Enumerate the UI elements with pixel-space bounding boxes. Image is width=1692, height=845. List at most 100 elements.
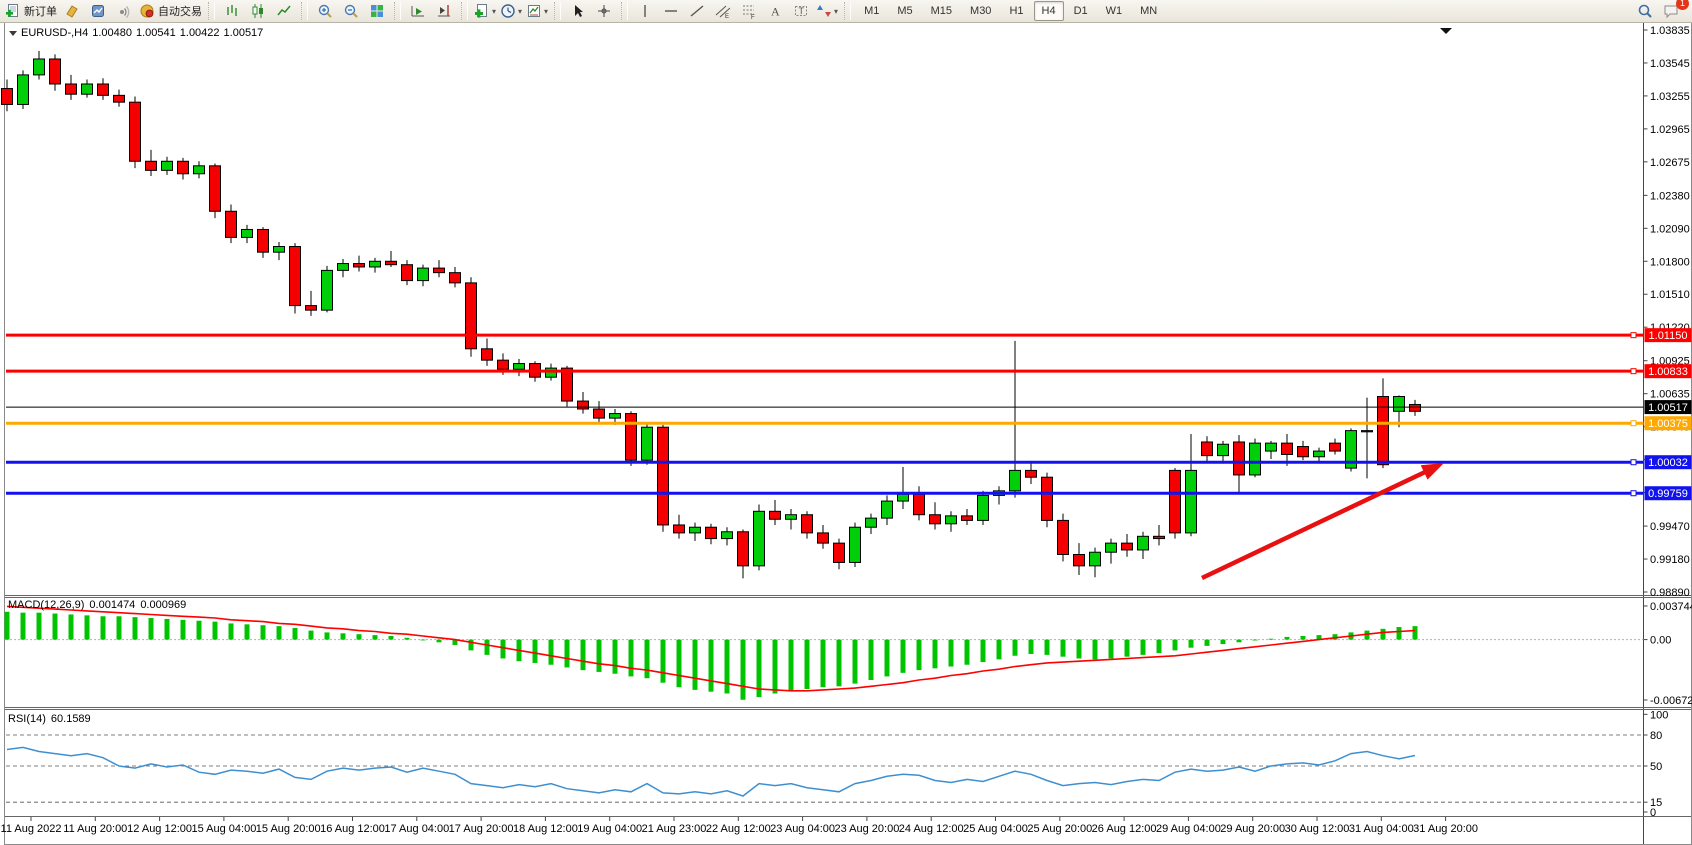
candle-bull — [81, 83, 93, 95]
macd-histogram-bar — [116, 616, 122, 640]
notifications-button[interactable]: 1 — [1658, 0, 1689, 22]
new-order-button[interactable]: 新订单 — [3, 0, 59, 22]
macd-histogram-bar — [996, 639, 1002, 660]
candle-bear — [593, 408, 605, 419]
macd-histogram-bar — [148, 618, 154, 640]
chevron-down-icon[interactable]: ▾ — [518, 6, 523, 16]
macd-axis[interactable]: 0.003744 0.00 -0.006723 — [1643, 601, 1692, 707]
price-tick-label: 1.02380 — [1650, 190, 1690, 202]
chart-shift-marker-icon[interactable] — [1440, 28, 1452, 34]
candle-bear — [225, 210, 237, 238]
open-chart-button[interactable] — [85, 0, 111, 22]
rsi-indicator-label: RSI(14) 60.1589 — [8, 713, 91, 725]
time-tick-label: 24 Aug 12:00 — [899, 823, 964, 835]
candle-chart-button[interactable] — [245, 0, 271, 22]
time-tick-label: 11 Aug 2022 — [1, 823, 62, 835]
time-axis[interactable]: 11 Aug 2022 11 Aug 20:00 12 Aug 12:00 15 Au… — [1, 817, 1479, 835]
chevron-down-icon[interactable]: ▾ — [544, 6, 549, 16]
line-handle[interactable] — [1630, 332, 1637, 339]
price-badges: 1.01150 1.00833 1.00517 1.00375 1.00032 0.997… — [1644, 328, 1692, 501]
timeframe-m1-button[interactable]: M1 — [864, 5, 880, 17]
macd-histogram-bar — [4, 611, 10, 640]
chevron-down-icon[interactable]: ▾ — [492, 6, 497, 16]
chart-shift-button[interactable] — [431, 0, 457, 22]
search-button[interactable] — [1632, 0, 1658, 22]
vertical-line-button[interactable] — [632, 0, 658, 22]
templates-button[interactable]: ▾ — [524, 0, 550, 22]
equidistant-channel-button[interactable]: E — [710, 0, 736, 22]
bar-chart-button[interactable] — [219, 0, 245, 22]
timeframe-m15-button[interactable]: M15 — [930, 5, 953, 17]
macd-histogram-bar — [308, 630, 314, 640]
timeframe-m5-button[interactable]: M5 — [897, 5, 913, 17]
text-button[interactable]: A — [762, 0, 788, 22]
zoom-out-button[interactable] — [338, 0, 364, 22]
macd-histogram-bar — [484, 639, 490, 655]
trendline-button[interactable] — [684, 0, 710, 22]
timeframe-mn-button[interactable]: MN — [1140, 5, 1158, 17]
timeframe-h1-button[interactable]: H1 — [1009, 5, 1024, 17]
rsi-axis[interactable]: 100 80 50 150 — [1643, 709, 1669, 819]
price-badge — [1644, 455, 1692, 470]
tile-windows-button[interactable] — [364, 0, 390, 22]
price-tick-label: 1.02965 — [1650, 124, 1690, 136]
chart-low: 1.00422 — [179, 27, 220, 39]
candle-bear — [913, 493, 925, 516]
timeframe-w1-button[interactable]: W1 — [1105, 5, 1123, 17]
macd-histogram-bar — [356, 634, 362, 640]
macd-histogram-bar — [804, 639, 810, 689]
mql-editor-button[interactable] — [59, 0, 85, 22]
line-handle[interactable] — [1630, 490, 1637, 497]
candle-bear — [577, 400, 589, 410]
crosshair-button[interactable] — [591, 0, 617, 22]
timeframe-d1-button[interactable]: D1 — [1073, 5, 1088, 17]
chart-window-frame — [4, 22, 1692, 845]
candle-bull — [865, 517, 877, 528]
time-tick-label: 18 Aug 12:00 — [513, 823, 578, 835]
line-handle[interactable] — [1630, 368, 1637, 375]
zoom-in-button[interactable] — [312, 0, 338, 22]
signals-button[interactable] — [111, 0, 137, 22]
channel-icon: E — [715, 3, 731, 19]
candle-bull — [1265, 442, 1277, 452]
candle-bear — [769, 510, 781, 520]
toolbar-group — [402, 0, 460, 22]
chevron-down-icon[interactable]: ▾ — [834, 6, 839, 16]
cursor-button[interactable] — [565, 0, 591, 22]
indicators-icon — [474, 3, 490, 19]
timeframe-m30-button[interactable]: M30 — [970, 5, 992, 17]
candle-bear — [1409, 403, 1421, 412]
line-handle[interactable] — [1630, 420, 1637, 427]
candle-bear — [401, 264, 413, 282]
candle-bull — [1393, 396, 1405, 412]
timeframe-h4-button[interactable]: H4 — [1033, 1, 1064, 21]
macd-histogram-bar — [500, 639, 506, 659]
horizontal-line-button[interactable] — [658, 0, 684, 22]
chart-app-icon — [90, 3, 106, 19]
signal-icon — [116, 3, 132, 19]
auto-scroll-button[interactable] — [405, 0, 431, 22]
toolbar-group: 新订单 自动交易 — [0, 0, 207, 22]
macd-histogram-bar — [1156, 639, 1162, 654]
macd-histogram-bar — [1300, 636, 1306, 640]
indicators-button[interactable]: ▾ — [472, 0, 498, 22]
auto-trading-button[interactable]: 自动交易 — [137, 0, 204, 22]
price-badge — [1644, 416, 1692, 431]
zoom-out-icon — [343, 3, 359, 19]
line-handle[interactable] — [1630, 459, 1637, 466]
text-label-button[interactable]: T — [788, 0, 814, 22]
price-tick-label: 1.01510 — [1650, 289, 1690, 301]
macd-histogram-bar — [244, 624, 250, 640]
macd-histogram-bar — [788, 639, 794, 691]
window-menu-icon[interactable] — [9, 30, 17, 36]
macd-histogram-bar — [692, 639, 698, 690]
candle-bear — [465, 282, 477, 350]
line-chart-button[interactable] — [271, 0, 297, 22]
trend-arrow-annotation[interactable] — [1201, 463, 1444, 581]
fibonacci-button[interactable]: F — [736, 0, 762, 22]
candle-bear — [1377, 396, 1389, 466]
periods-button[interactable]: ▾ — [498, 0, 524, 22]
arrows-button[interactable]: ▾ — [814, 0, 840, 22]
